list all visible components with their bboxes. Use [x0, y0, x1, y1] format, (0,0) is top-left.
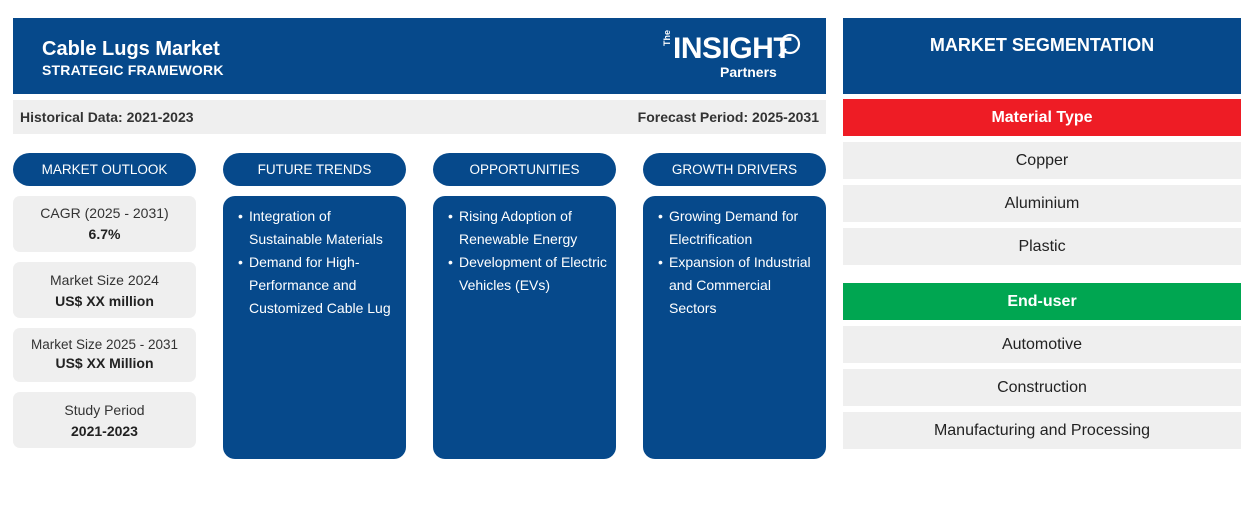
report-subtitle: STRATEGIC FRAMEWORK [42, 62, 224, 78]
study-period-card: Study Period 2021-2023 [13, 392, 196, 448]
segment-item: Aluminium [843, 185, 1241, 222]
list-item: Integration of Sustainable Materials [238, 205, 398, 251]
list-item: Development of Electric Vehicles (EVs) [448, 251, 608, 297]
end-user-category: End-user [843, 283, 1241, 320]
future-trends-heading: FUTURE TRENDS [223, 153, 406, 186]
opportunities-panel: Rising Adoption of Renewable Energy Deve… [433, 196, 616, 459]
material-type-category: Material Type [843, 99, 1241, 136]
cagr-card: CAGR (2025 - 2031) 6.7% [13, 196, 196, 252]
logo-insight-text: INSIGHT [673, 32, 792, 65]
period-bar: Historical Data: 2021-2023 Forecast Peri… [13, 100, 826, 134]
stat-label: Market Size 2025 - 2031 [30, 337, 179, 352]
opportunities-heading: OPPORTUNITIES [433, 153, 616, 186]
insight-partners-logo: The INSIGHT Partners [662, 29, 802, 82]
list-item: Rising Adoption of Renewable Energy [448, 205, 608, 251]
logo-swoosh-icon [778, 33, 801, 57]
stat-label: Market Size 2024 [50, 272, 159, 288]
segment-item: Automotive [843, 326, 1241, 363]
market-segmentation-heading: MARKET SEGMENTATION [843, 18, 1241, 94]
stat-value: 6.7% [88, 226, 121, 242]
logo-the-text: The [662, 29, 672, 46]
stat-value: 2021-2023 [71, 423, 138, 439]
list-item: Expansion of Industrial and Commercial S… [658, 251, 818, 320]
market-outlook-heading: MARKET OUTLOOK [13, 153, 196, 186]
report-header: Cable Lugs Market STRATEGIC FRAMEWORK Th… [13, 18, 826, 94]
report-title: Cable Lugs Market [42, 38, 220, 60]
historical-period: Historical Data: 2021-2023 [20, 109, 194, 125]
segment-item: Construction [843, 369, 1241, 406]
market-size-forecast-card: Market Size 2025 - 2031 US$ XX Million [13, 328, 196, 382]
market-size-2024-card: Market Size 2024 US$ XX million [13, 262, 196, 318]
stat-value: US$ XX million [55, 293, 154, 309]
forecast-period: Forecast Period: 2025-2031 [637, 109, 819, 125]
growth-drivers-panel: Growing Demand for Electrification Expan… [643, 196, 826, 459]
growth-drivers-heading: GROWTH DRIVERS [643, 153, 826, 186]
stat-value: US$ XX Million [55, 355, 154, 371]
list-item: Demand for High-Performance and Customiz… [238, 251, 398, 320]
future-trends-panel: Integration of Sustainable Materials Dem… [223, 196, 406, 459]
stat-label: Study Period [64, 402, 145, 418]
segment-item: Plastic [843, 228, 1241, 265]
stat-label: CAGR (2025 - 2031) [40, 205, 169, 221]
segment-item: Copper [843, 142, 1241, 179]
list-item: Growing Demand for Electrification [658, 205, 818, 251]
logo-partners-text: Partners [720, 64, 777, 80]
segment-item: Manufacturing and Processing [843, 412, 1241, 449]
